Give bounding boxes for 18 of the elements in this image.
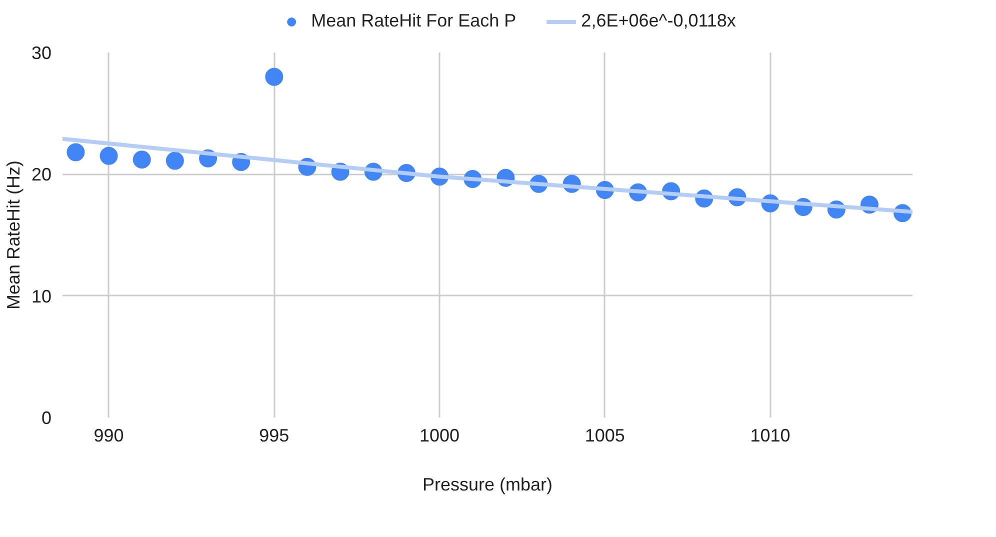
point — [265, 68, 284, 86]
x-tick-label: 995 — [259, 426, 290, 446]
y-tick-label: 10 — [31, 286, 52, 306]
x-tick-label: 990 — [94, 426, 124, 446]
legend-label: Mean RateHit For Each P — [311, 10, 516, 32]
x-tick-label: 1005 — [584, 426, 625, 446]
point — [100, 146, 118, 165]
y-tick-label: 20 — [31, 164, 52, 185]
y-tick-label: 0 — [41, 408, 52, 428]
x-axis-title: Pressure (mbar) — [422, 474, 553, 494]
y-axis-title: Mean RateHit (Hz) — [3, 160, 24, 310]
point — [132, 150, 151, 169]
y-tick-label: 30 — [31, 43, 52, 63]
point — [166, 152, 184, 170]
legend-label: 2,6E+06e^-0,0118x — [581, 10, 736, 32]
x-tick-label: 1000 — [420, 426, 460, 446]
point — [66, 143, 85, 162]
x-tick-label: 1010 — [750, 426, 790, 446]
